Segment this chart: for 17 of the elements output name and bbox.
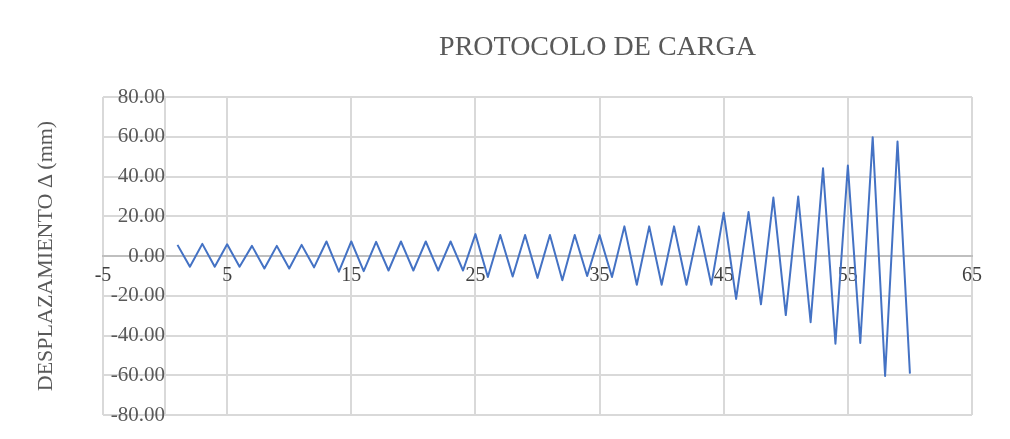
y-tick-label: -80.00 xyxy=(110,401,166,426)
x-tick-label: 5 xyxy=(222,263,233,286)
y-tick-label: 60.00 xyxy=(117,123,166,148)
y-tick-label: -20.00 xyxy=(110,282,166,307)
y-tick-label: -60.00 xyxy=(110,361,166,386)
x-tick-label: -5 xyxy=(94,263,112,286)
x-tick-label: 35 xyxy=(589,263,610,286)
y-tick-label: 20.00 xyxy=(117,202,166,227)
y-tick-label: 40.00 xyxy=(117,163,166,188)
y-tick-label: 0.00 xyxy=(128,242,166,267)
x-tick-label: 25 xyxy=(465,263,486,286)
y-tick-label: 80.00 xyxy=(117,83,166,108)
x-tick-label: 15 xyxy=(341,263,362,286)
y-tick-label: -40.00 xyxy=(110,322,166,347)
chart-title: PROTOCOLO DE CARGA xyxy=(439,30,757,62)
y-axis-title: DESPLAZAMIENTO Δ (mm) xyxy=(31,120,57,392)
x-tick-label: 65 xyxy=(962,263,982,286)
